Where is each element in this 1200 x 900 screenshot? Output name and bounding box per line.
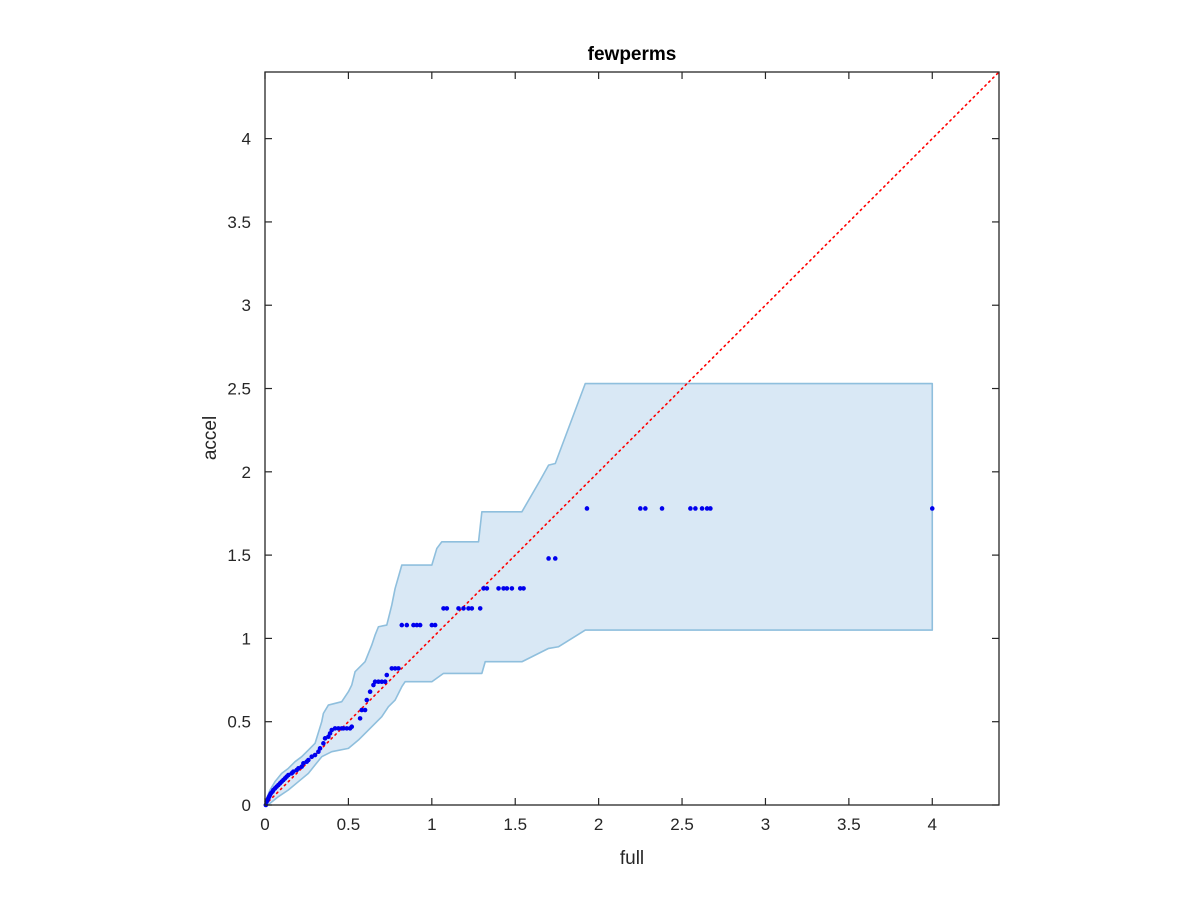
x-tick-label: 2 [594, 815, 603, 834]
data-point [659, 506, 665, 511]
y-tick-label: 1.5 [227, 546, 251, 565]
y-tick-label: 2 [242, 463, 251, 482]
data-point [312, 752, 318, 758]
data-point [466, 606, 471, 611]
data-point [481, 586, 486, 591]
x-tick-label: 1 [427, 815, 436, 834]
data-point [417, 622, 423, 628]
y-tick-label: 0 [242, 796, 251, 815]
data-point [432, 622, 438, 628]
data-point [929, 506, 935, 511]
x-tick-label: 0.5 [337, 815, 361, 834]
x-tick-label: 3 [761, 815, 770, 834]
data-point [389, 666, 395, 671]
data-point [504, 586, 510, 591]
data-point [382, 679, 388, 685]
data-point [411, 622, 416, 628]
data-point [306, 757, 311, 763]
data-point [638, 506, 643, 511]
data-point [496, 586, 501, 591]
data-point [509, 586, 515, 591]
data-point [429, 622, 435, 628]
reference-line [264, 71, 1000, 806]
data-point [372, 679, 378, 685]
data-point [704, 506, 710, 511]
y-tick-label: 3 [242, 296, 251, 315]
data-point [643, 506, 648, 511]
data-point [517, 586, 523, 591]
y-axis-title: accel [200, 416, 221, 460]
data-point [317, 746, 323, 751]
data-point [384, 672, 390, 678]
y-tick-label: 2.5 [227, 380, 251, 399]
confidence-band [264, 382, 934, 806]
data-point [341, 726, 346, 731]
data-point [552, 556, 558, 561]
data-point [693, 506, 698, 511]
data-point [546, 556, 551, 561]
data-point [484, 586, 490, 591]
data-point [688, 506, 693, 511]
data-point [404, 622, 410, 628]
x-axis-title: full [620, 848, 644, 869]
chart-title: fewperms [588, 44, 677, 65]
y-tick-label: 4 [242, 130, 251, 149]
data-points [263, 506, 935, 808]
y-tick-label: 0.5 [227, 713, 251, 732]
x-tick-label: 4 [928, 815, 937, 834]
y-tick-label: 3.5 [227, 213, 251, 232]
data-point [399, 622, 405, 628]
x-tick-label: 1.5 [503, 815, 527, 834]
data-point [332, 726, 338, 731]
data-point [444, 606, 450, 611]
x-tick-label: 0 [260, 815, 269, 834]
data-point [521, 586, 526, 591]
y-tick-labels: 0 0.5 1 1.5 2 2.5 3 3.5 4 [227, 130, 251, 815]
data-point [708, 506, 713, 511]
data-point [501, 586, 506, 591]
data-point [477, 606, 483, 611]
data-point [396, 666, 401, 671]
data-point [359, 707, 365, 713]
band-area [264, 382, 934, 806]
data-point [321, 741, 326, 746]
x-tick-label: 2.5 [670, 815, 694, 834]
data-point [349, 724, 355, 729]
data-point [392, 666, 398, 671]
y-tick-label: 1 [242, 629, 251, 648]
x-tick-labels: 0 0.5 1 1.5 2 2.5 3 3.5 4 [260, 815, 937, 834]
data-point [344, 726, 350, 731]
data-point [367, 689, 373, 695]
data-point [379, 679, 385, 685]
data-point [441, 606, 446, 611]
data-point [584, 506, 590, 511]
data-point [364, 697, 370, 703]
x-tick-label: 3.5 [837, 815, 861, 834]
data-point [357, 716, 363, 721]
data-point [699, 506, 705, 511]
data-point [469, 606, 475, 611]
data-point [376, 679, 381, 685]
data-point [336, 726, 341, 731]
axes-box [264, 71, 1000, 806]
data-point [414, 622, 420, 628]
data-point [362, 707, 368, 713]
data-point [456, 606, 461, 611]
axis-ticks [264, 72, 999, 806]
reference-diagonal [264, 71, 1000, 806]
data-point [461, 606, 466, 611]
